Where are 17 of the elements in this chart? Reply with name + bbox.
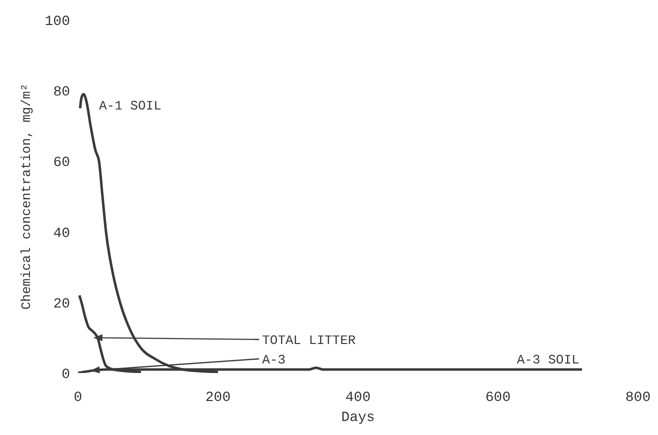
text: A-3 (262, 352, 286, 368)
x-axis-title: Days (341, 410, 375, 426)
x-tick-label: 0 (74, 390, 82, 406)
y-tick-label: 100 (44, 14, 70, 30)
series-label: A-1 SOIL (99, 98, 162, 114)
series-label: A-3 SOIL (516, 352, 580, 368)
y-tick-label: 20 (53, 296, 70, 312)
text: TOTAL LITTER (262, 333, 356, 348)
x-tick-label: 600 (485, 390, 511, 406)
y-tick-label: 40 (53, 226, 70, 242)
y-axis-title: Chemical concentration, mg/m² (19, 83, 34, 310)
y-tick-label: 80 (53, 84, 70, 101)
x-tick-label: 400 (345, 390, 371, 406)
y-tick-label: 60 (53, 155, 70, 172)
y-tick-label: 0 (62, 366, 70, 383)
x-tick-label: 800 (625, 390, 651, 406)
x-tick-label: 200 (205, 390, 231, 406)
